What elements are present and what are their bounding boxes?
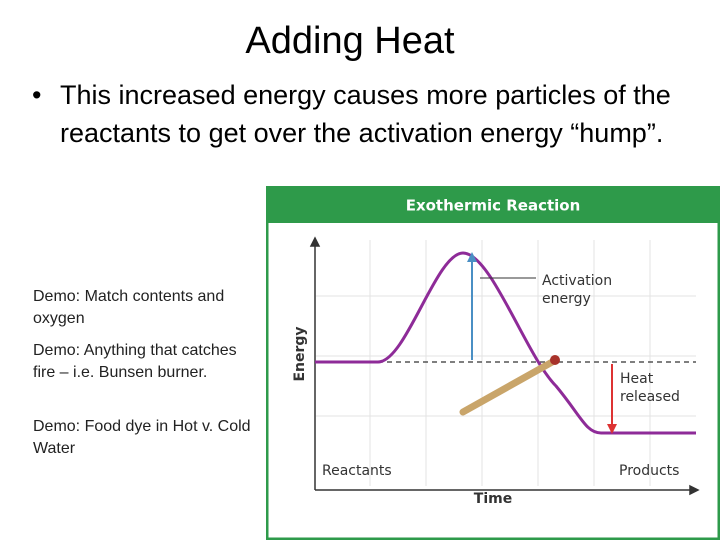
activation-label: Activation energy xyxy=(542,273,613,307)
heat-arrowhead xyxy=(607,424,617,434)
bullet-text: This increased energy causes more partic… xyxy=(60,80,671,148)
match-head xyxy=(550,355,560,365)
heat-label: Heat released xyxy=(620,371,680,405)
reactants-label: Reactants xyxy=(322,463,392,479)
energy-curve xyxy=(315,251,696,435)
bullet: • This increased energy causes more parti… xyxy=(32,76,672,152)
demo-note: Demo: Anything that catches fire – i.e. … xyxy=(33,342,237,381)
bullet-dot: • xyxy=(32,80,42,110)
demo-note: Demo: Match contents and oxygen xyxy=(33,288,225,327)
match-stick xyxy=(459,357,558,416)
figure-header xyxy=(267,187,719,223)
products-label: Products xyxy=(619,463,679,479)
grid xyxy=(316,240,696,486)
y-axis-label: Energy xyxy=(292,326,308,381)
x-axis-label: Time xyxy=(474,491,512,507)
activation-arrowhead xyxy=(467,252,477,262)
slide-title: Adding Heat xyxy=(245,20,455,62)
figure-title: Exothermic Reaction xyxy=(406,197,581,215)
demo-note: Demo: Food dye in Hot v. Cold Water xyxy=(33,418,251,457)
figure: Exothermic Reaction Energy Time Reactant… xyxy=(266,186,720,540)
axes xyxy=(309,236,700,496)
